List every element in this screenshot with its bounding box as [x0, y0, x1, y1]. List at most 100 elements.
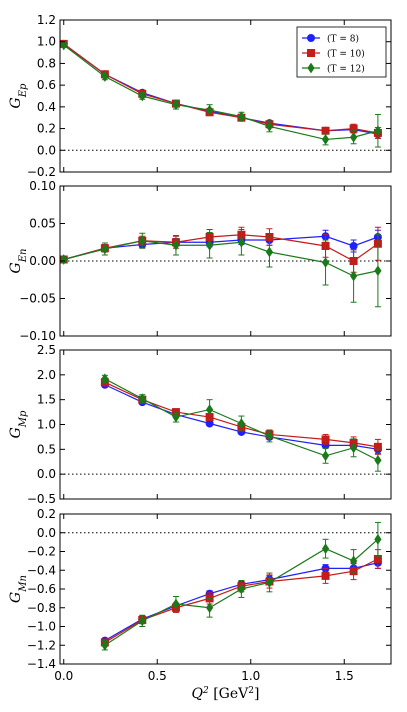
y-tick-label: 0.10 [29, 179, 56, 193]
y-tick-label: −0.05 [19, 292, 56, 306]
y-tick-label: 0.0 [37, 467, 56, 481]
data-point [321, 435, 330, 444]
plot-frame [59, 19, 392, 173]
y-tick-label: 1.0 [37, 418, 56, 432]
data-point [205, 419, 214, 428]
data-point [374, 125, 382, 137]
data-point [321, 543, 330, 555]
y-tick-label: 0.00 [29, 254, 56, 268]
data-point [138, 615, 146, 627]
series-t8 [100, 556, 382, 645]
plot-frame [59, 349, 392, 500]
data-point [206, 104, 214, 116]
series-line [104, 558, 379, 643]
data-point [138, 90, 146, 102]
data-point [206, 404, 214, 416]
data-point [237, 418, 245, 429]
y-tick-label: 1.5 [37, 393, 56, 407]
x-tick-label: 1.5 [335, 669, 354, 683]
data-point [60, 39, 68, 51]
legend-label: (T = 12) [327, 64, 365, 75]
y-tick-label: −0.5 [27, 492, 56, 506]
x-tick-label: 1.0 [241, 669, 260, 683]
y-tick-label: 0.5 [37, 442, 56, 456]
y-tick-label: 0.0 [37, 143, 56, 157]
data-point [172, 411, 180, 423]
y-tick-label: 0.4 [37, 100, 56, 114]
series-t12 [60, 39, 382, 148]
y-tick-label: −1.2 [27, 638, 56, 652]
data-point [265, 120, 274, 132]
data-point [101, 243, 109, 255]
series-t12 [101, 521, 382, 651]
legend-marker [307, 49, 315, 57]
y-tick-label: −0.4 [27, 563, 56, 577]
data-point [60, 254, 68, 265]
data-point [101, 71, 109, 82]
x-axis-label: Q2 [GeV2] [192, 686, 260, 702]
data-point [138, 393, 146, 405]
legend: (T = 8) (T = 10) (T = 12) [296, 26, 387, 78]
data-point [101, 639, 109, 651]
data-point [265, 577, 274, 588]
data-point [349, 270, 358, 282]
data-point [172, 598, 180, 610]
data-point [206, 239, 214, 251]
legend-label: (T = 10) [327, 49, 365, 60]
panel-g-mn: −1.4 −1.2 −1.0 −0.8 −0.6 −0.4 −0.2 0.0 0.2 0.0 0.5… [8, 507, 392, 683]
data-point [321, 257, 330, 268]
data-point [265, 430, 274, 442]
data-point [101, 373, 109, 385]
data-point [374, 533, 382, 545]
y-tick-label: −0.6 [27, 582, 56, 596]
y-tick-label: 0.8 [37, 56, 56, 70]
panel-g-en: −0.10 −0.05 0.00 0.05 0.10 GEn [8, 179, 392, 343]
data-point [349, 555, 358, 567]
data-point [374, 454, 382, 466]
y-tick-label: −0.10 [19, 329, 56, 343]
y-tick-label: 2.5 [37, 343, 56, 357]
y-tick-label: −0.2 [27, 165, 56, 179]
data-point [172, 239, 180, 251]
y-tick-label: 0.05 [29, 217, 56, 231]
y-tick-label: 0.0 [37, 526, 56, 540]
series-t12 [60, 229, 382, 308]
series-t12 [101, 373, 382, 472]
series-t10 [59, 226, 382, 273]
data-point [321, 126, 330, 135]
y-tick-label: −1.0 [27, 620, 56, 634]
data-point [172, 99, 180, 111]
data-point [265, 246, 274, 258]
data-point [321, 571, 330, 580]
panel-g-mp: −0.5 0.0 0.5 1.0 1.5 2.0 2.5 GMp [8, 343, 392, 506]
series-line [104, 381, 379, 448]
y-tick-label: −0.2 [27, 545, 56, 559]
series-line [63, 235, 379, 261]
data-point [206, 602, 214, 614]
y-tick-label: 0.2 [37, 507, 56, 521]
data-point [321, 450, 330, 462]
data-point [138, 235, 146, 247]
series-line [63, 240, 379, 277]
data-point [237, 583, 245, 595]
legend-marker [307, 62, 315, 74]
data-point [237, 236, 245, 248]
x-tick-label: 0.0 [54, 669, 73, 683]
y-axis-label: GEp [8, 83, 29, 108]
y-tick-label: 1.2 [37, 13, 56, 27]
x-tick-label: 0.5 [148, 669, 167, 683]
legend-marker [307, 34, 315, 42]
series-line [63, 43, 379, 134]
y-tick-label: 0.6 [37, 78, 56, 92]
y-axis-label: GMn [8, 575, 29, 603]
y-tick-label: 0.2 [37, 122, 56, 136]
legend-label: (T = 8) [327, 34, 359, 45]
y-tick-label: 2.0 [37, 368, 56, 382]
data-point [349, 242, 358, 250]
y-axis-label: GMp [8, 410, 29, 438]
series-line [63, 44, 379, 141]
y-tick-label: 1.0 [37, 35, 56, 49]
data-point [349, 442, 358, 454]
